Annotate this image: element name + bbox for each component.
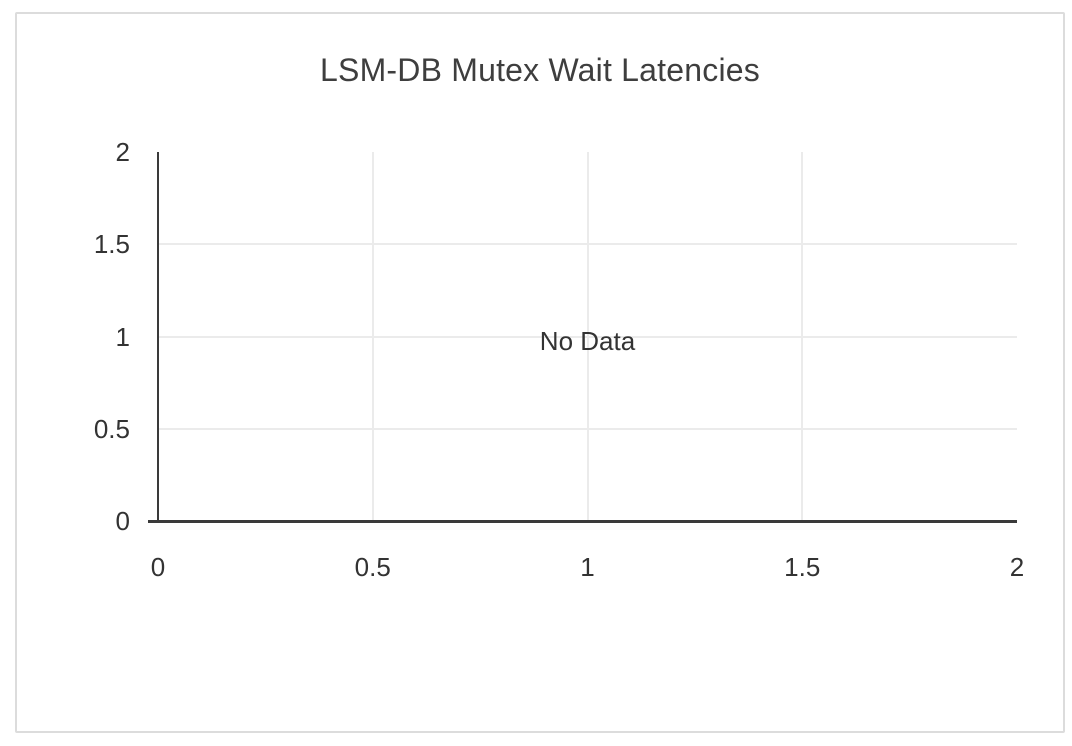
- x-tick-label: 1: [580, 552, 595, 582]
- gridline-horizontal: [159, 243, 1017, 246]
- gridline-horizontal: [159, 427, 1017, 430]
- y-tick-label: 0: [115, 506, 130, 536]
- x-axis-line: [148, 520, 1017, 523]
- plot-area: No Data: [148, 152, 1017, 523]
- x-tick-label: 2: [1009, 552, 1025, 582]
- y-tick-label: 0.5: [93, 413, 130, 444]
- x-tick-label: 1.5: [784, 552, 821, 582]
- y-axis-tick-labels: 0 0.5 1 1.5 2: [17, 137, 130, 536]
- x-axis-tick-labels: 0 0.5 1 1.5 2: [151, 552, 1024, 584]
- chart-title: LSM-DB Mutex Wait Latencies: [320, 52, 760, 88]
- gridline-horizontal: [159, 335, 1017, 338]
- y-tick-label: 2: [115, 137, 130, 167]
- y-axis-line: [157, 152, 159, 521]
- chart-card: LSM-DB Mutex Wait Latencies No Data 0 0.5…: [15, 12, 1065, 733]
- no-data-label: No Data: [539, 326, 636, 356]
- y-tick-label: 1.5: [93, 229, 130, 260]
- y-tick-label: 1: [115, 321, 130, 352]
- x-tick-label: 0: [150, 552, 166, 582]
- x-tick-label: 0.5: [354, 552, 391, 582]
